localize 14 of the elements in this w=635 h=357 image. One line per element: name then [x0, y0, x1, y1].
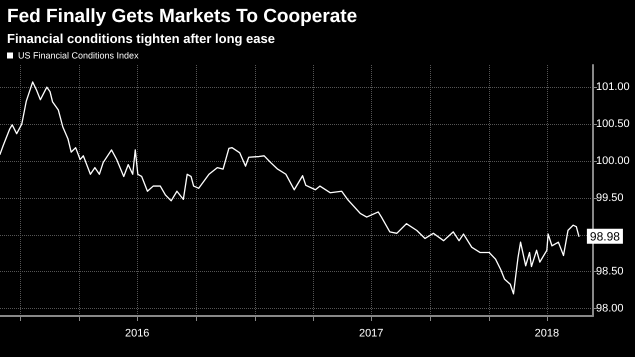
legend-label: US Financial Conditions Index [18, 50, 140, 60]
y-tick-label: 101.00 [596, 81, 630, 94]
y-tick-label: 100.00 [596, 154, 630, 167]
line-series [0, 81, 580, 295]
x-tick-label: 2018 [534, 328, 560, 340]
y-tick-label: 99.50 [596, 192, 624, 204]
y-tick-label: 98.50 [596, 266, 624, 278]
chart-title: Fed Finally Gets Markets To Cooperate [7, 6, 358, 27]
x-tick-label: 2016 [124, 328, 150, 340]
y-tick-label: 100.50 [596, 118, 630, 130]
x-tick-label: 2017 [358, 328, 384, 340]
data-label: 98.98 [590, 229, 620, 244]
chart-subtitle: Financial conditions tighten after long ease [7, 31, 275, 46]
y-tick-label: 98.00 [596, 302, 624, 315]
